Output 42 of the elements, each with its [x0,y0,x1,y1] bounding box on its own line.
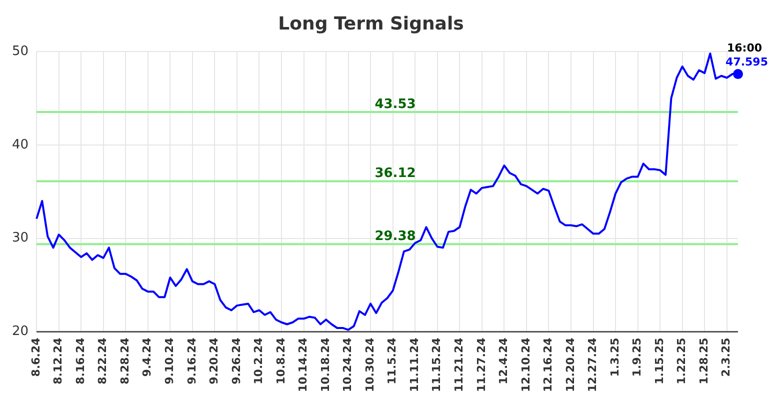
x-tick-label: 9.26.24 [230,337,243,384]
y-tick-label: 30 [12,230,29,246]
annotation: 16:00 [726,41,762,54]
x-tick-label: 11.21.24 [452,337,466,392]
y-tick-label: 20 [12,324,29,340]
x-tick-label: 10.8.24 [274,337,288,384]
x-tick-label: 1.28.25 [697,338,710,384]
x-tick-label: 9.20.24 [208,337,221,384]
x-tick-label: 12.10.24 [519,337,532,392]
x-tick-label: 1.15.25 [652,338,666,384]
x-tick-label: 11.27.24 [474,337,488,392]
y-tick-label: 50 [12,44,29,59]
x-tick-label: 1.9.25 [630,338,644,377]
x-tick-label: 12.27.24 [586,337,600,392]
x-tick-label: 11.11.24 [408,337,421,392]
x-tick-label: 10.18.24 [318,337,332,392]
x-tick-label: 10.30.24 [363,337,376,392]
x-tick-label: 2.3.25 [720,338,733,377]
x-tick-label: 1.22.25 [675,338,688,384]
x-tick-label: 10.24.24 [341,337,354,392]
x-tick-label: 9.16.24 [185,337,198,384]
x-tick-label: 8.16.24 [74,337,87,384]
x-tick-label: 8.12.24 [52,337,65,384]
x-tick-label: 8.6.24 [29,337,42,377]
y-tick-label: 40 [12,137,29,152]
x-tick-label: 8.22.24 [96,337,110,384]
x-tick-label: 10.14.24 [296,337,310,392]
x-tick-label: 12.4.24 [497,337,510,384]
x-tick-label: 8.28.24 [118,337,132,384]
ref-line-label: 36.12 [374,166,416,182]
x-tick-label: 9.4.24 [140,337,154,377]
data-label: 47.595 [726,55,768,68]
x-tick-label: 12.20.24 [564,337,577,392]
ref-line-label: 29.38 [374,229,416,244]
x-tick-label: 1.3.25 [608,338,622,377]
ref-line-label: 43.53 [374,96,416,112]
x-tick-label: 9.10.24 [163,337,176,384]
x-tick-label: 10.2.24 [252,337,266,384]
x-tick-label: 12.16.24 [542,337,555,392]
x-tick-label: 11.15.24 [430,337,444,392]
x-tick-label: 11.5.24 [386,337,399,384]
chart-title: Long Term Signals [278,13,464,34]
